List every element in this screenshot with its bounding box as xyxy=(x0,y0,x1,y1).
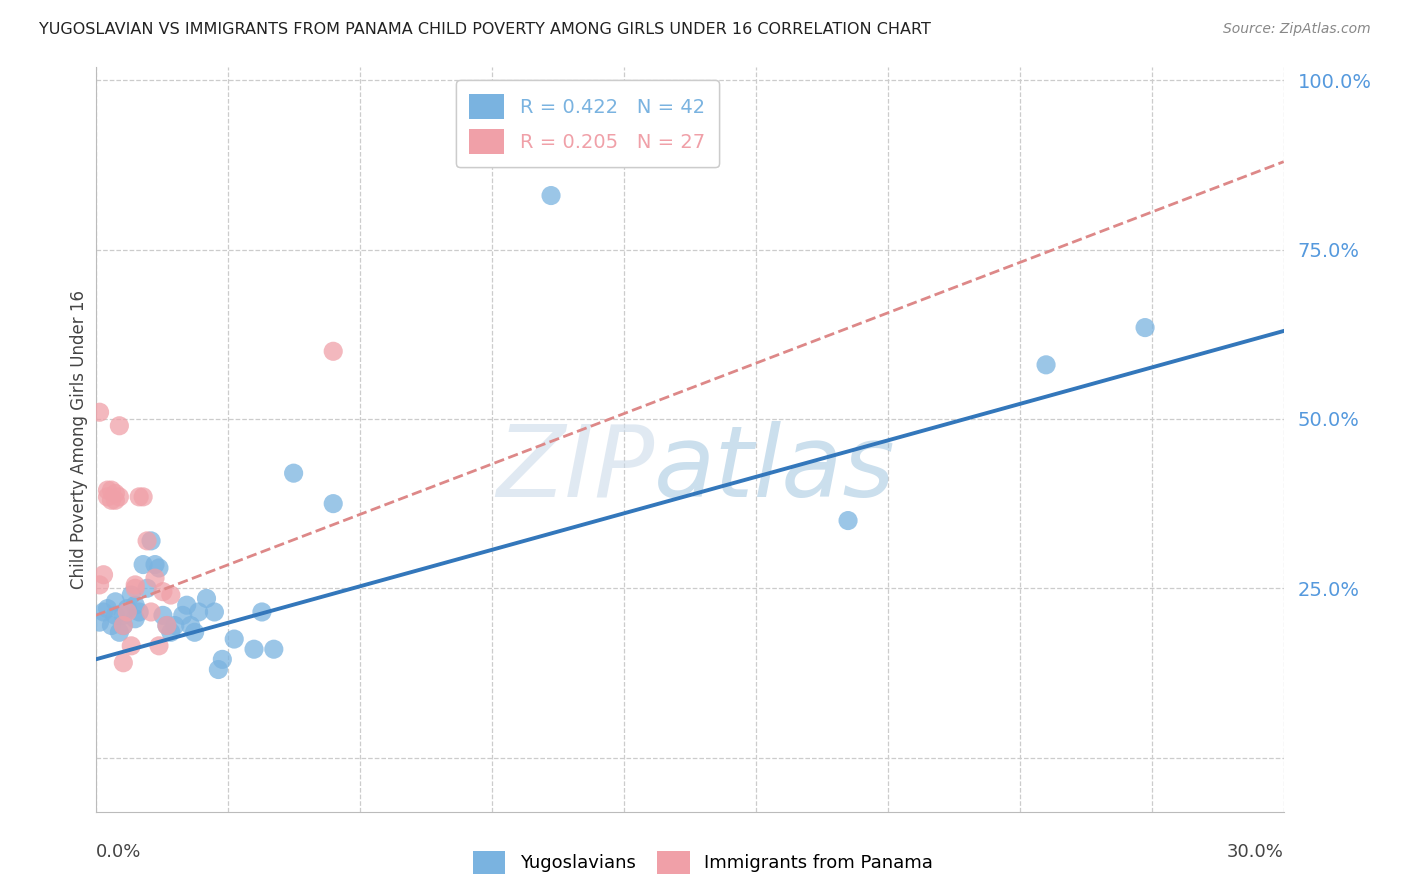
Point xyxy=(108,625,131,640)
Text: atlas: atlas xyxy=(654,421,896,517)
Point xyxy=(112,618,135,632)
Point xyxy=(163,618,186,632)
Point xyxy=(1035,358,1057,372)
Point xyxy=(183,625,205,640)
Point xyxy=(104,486,127,500)
Point xyxy=(93,567,115,582)
Point xyxy=(156,618,179,632)
Point xyxy=(176,598,198,612)
Point xyxy=(156,618,179,632)
Point xyxy=(112,608,135,623)
Point xyxy=(124,582,146,596)
Point xyxy=(132,558,155,572)
Point xyxy=(112,656,135,670)
Legend: R = 0.422   N = 42, R = 0.205   N = 27: R = 0.422 N = 42, R = 0.205 N = 27 xyxy=(456,80,718,168)
Text: ZIP: ZIP xyxy=(496,421,654,517)
Point xyxy=(120,639,142,653)
Point xyxy=(100,618,122,632)
Point xyxy=(124,578,146,592)
Point xyxy=(322,344,344,359)
Point xyxy=(160,588,183,602)
Point xyxy=(136,582,159,596)
Text: 0.0%: 0.0% xyxy=(96,843,141,861)
Point xyxy=(108,490,131,504)
Point xyxy=(104,595,127,609)
Point xyxy=(117,601,139,615)
Point xyxy=(172,608,194,623)
Point xyxy=(148,639,170,653)
Y-axis label: Child Poverty Among Girls Under 16: Child Poverty Among Girls Under 16 xyxy=(70,290,89,589)
Point xyxy=(224,632,246,646)
Legend: Yugoslavians, Immigrants from Panama: Yugoslavians, Immigrants from Panama xyxy=(465,844,941,881)
Point xyxy=(283,466,305,480)
Point xyxy=(148,561,170,575)
Point xyxy=(143,571,166,585)
Point xyxy=(128,490,150,504)
Text: Source: ZipAtlas.com: Source: ZipAtlas.com xyxy=(1223,22,1371,37)
Point xyxy=(117,605,139,619)
Point xyxy=(187,605,209,619)
Point xyxy=(128,605,150,619)
Point xyxy=(89,615,111,629)
Point xyxy=(93,605,115,619)
Point xyxy=(837,514,859,528)
Point xyxy=(136,533,159,548)
Point xyxy=(180,618,202,632)
Point xyxy=(96,483,118,497)
Point xyxy=(195,591,218,606)
Point xyxy=(322,497,344,511)
Point xyxy=(104,493,127,508)
Point xyxy=(132,490,155,504)
Point xyxy=(540,188,562,202)
Point xyxy=(152,584,174,599)
Text: 30.0%: 30.0% xyxy=(1227,843,1284,861)
Point xyxy=(124,612,146,626)
Point xyxy=(139,605,162,619)
Point xyxy=(96,601,118,615)
Point xyxy=(143,558,166,572)
Point xyxy=(139,533,162,548)
Point xyxy=(250,605,273,619)
Point xyxy=(263,642,285,657)
Point xyxy=(152,608,174,623)
Point xyxy=(1133,320,1156,334)
Point xyxy=(104,608,127,623)
Point xyxy=(211,652,233,666)
Point xyxy=(160,625,183,640)
Point xyxy=(112,618,135,632)
Point xyxy=(243,642,266,657)
Point xyxy=(124,598,146,612)
Point xyxy=(100,493,122,508)
Text: YUGOSLAVIAN VS IMMIGRANTS FROM PANAMA CHILD POVERTY AMONG GIRLS UNDER 16 CORRELA: YUGOSLAVIAN VS IMMIGRANTS FROM PANAMA CH… xyxy=(39,22,931,37)
Point xyxy=(120,588,142,602)
Point xyxy=(96,490,118,504)
Point xyxy=(89,578,111,592)
Point xyxy=(100,483,122,497)
Point xyxy=(89,405,111,419)
Point xyxy=(207,663,229,677)
Point xyxy=(108,418,131,433)
Point xyxy=(204,605,226,619)
